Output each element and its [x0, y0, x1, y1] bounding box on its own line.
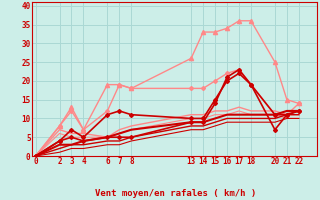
Text: Vent moyen/en rafales ( km/h ): Vent moyen/en rafales ( km/h ) — [95, 189, 257, 198]
